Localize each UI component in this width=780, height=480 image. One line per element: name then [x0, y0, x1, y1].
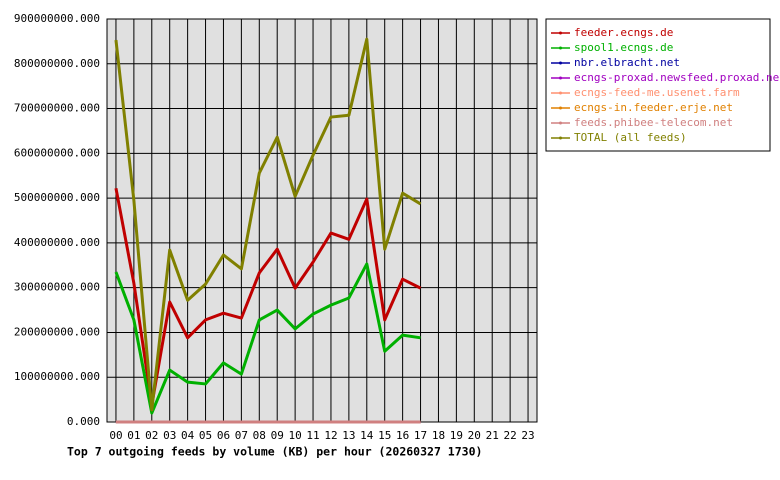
x-tick-label: 19	[450, 429, 463, 442]
x-tick-label: 11	[306, 429, 319, 442]
legend-label: ecngs-proxad.newsfeed.proxad.net	[574, 71, 780, 84]
x-tick-label: 04	[181, 429, 195, 442]
legend-label: nbr.elbracht.net	[574, 56, 680, 69]
y-tick-label: 0.000	[67, 415, 100, 428]
y-tick-label: 100000000.000	[14, 370, 100, 383]
series-line	[114, 187, 422, 407]
x-tick-label: 06	[217, 429, 230, 442]
x-tick-label: 09	[271, 429, 284, 442]
y-tick-label: 300000000.000	[14, 281, 100, 294]
y-tick-label: 400000000.000	[14, 236, 100, 249]
x-tick-label: 22	[504, 429, 517, 442]
plot-area	[107, 19, 537, 422]
x-tick-label: 18	[432, 429, 445, 442]
legend-label: TOTAL (all feeds)	[574, 131, 687, 144]
x-tick-label: 10	[289, 429, 302, 442]
x-tick-label: 21	[486, 429, 499, 442]
y-tick-label: 800000000.000	[14, 57, 100, 70]
x-tick-label: 12	[324, 429, 337, 442]
series-line	[114, 262, 421, 415]
x-tick-label: 05	[199, 429, 212, 442]
y-tick-label: 700000000.000	[14, 102, 100, 115]
legend-dot	[559, 61, 562, 65]
x-tick-label: 15	[378, 429, 391, 442]
x-tick-label: 17	[414, 429, 427, 442]
legend-dot	[559, 121, 562, 125]
x-tick-label: 16	[396, 429, 409, 442]
legend-dot	[559, 31, 562, 35]
x-tick-label: 14	[360, 429, 374, 442]
x-tick-label: 01	[127, 429, 140, 442]
x-tick-label: 08	[253, 429, 266, 442]
y-tick-label: 900000000.000	[14, 12, 100, 25]
chart-title: Top 7 outgoing feeds by volume (KB) per …	[67, 445, 482, 459]
x-tick-label: 13	[342, 429, 355, 442]
x-tick-label: 02	[145, 429, 158, 442]
x-tick-label: 07	[235, 429, 248, 442]
legend-box	[545, 18, 771, 152]
y-tick-label: 500000000.000	[14, 191, 100, 204]
legend-dot	[559, 106, 562, 110]
legend-dot	[559, 46, 562, 50]
legend-label: spool1.ecngs.de	[574, 41, 673, 54]
legend-dot	[559, 136, 562, 140]
legend-label: ecngs-in.feeder.erje.net	[574, 101, 733, 114]
legend-dot	[559, 76, 562, 80]
legend-label: feeder.ecngs.de	[574, 26, 673, 39]
x-tick-label: 20	[468, 429, 481, 442]
series-line	[114, 37, 422, 412]
legend-label: feeds.phibee-telecom.net	[574, 116, 733, 129]
x-tick-label: 03	[163, 429, 176, 442]
y-tick-label: 200000000.000	[14, 325, 100, 338]
legend-dot	[559, 91, 562, 95]
legend-label: ecngs-feed-me.usenet.farm	[574, 86, 740, 99]
x-tick-label: 23	[521, 429, 534, 442]
y-tick-label: 600000000.000	[14, 146, 100, 159]
x-tick-label: 00	[109, 429, 122, 442]
